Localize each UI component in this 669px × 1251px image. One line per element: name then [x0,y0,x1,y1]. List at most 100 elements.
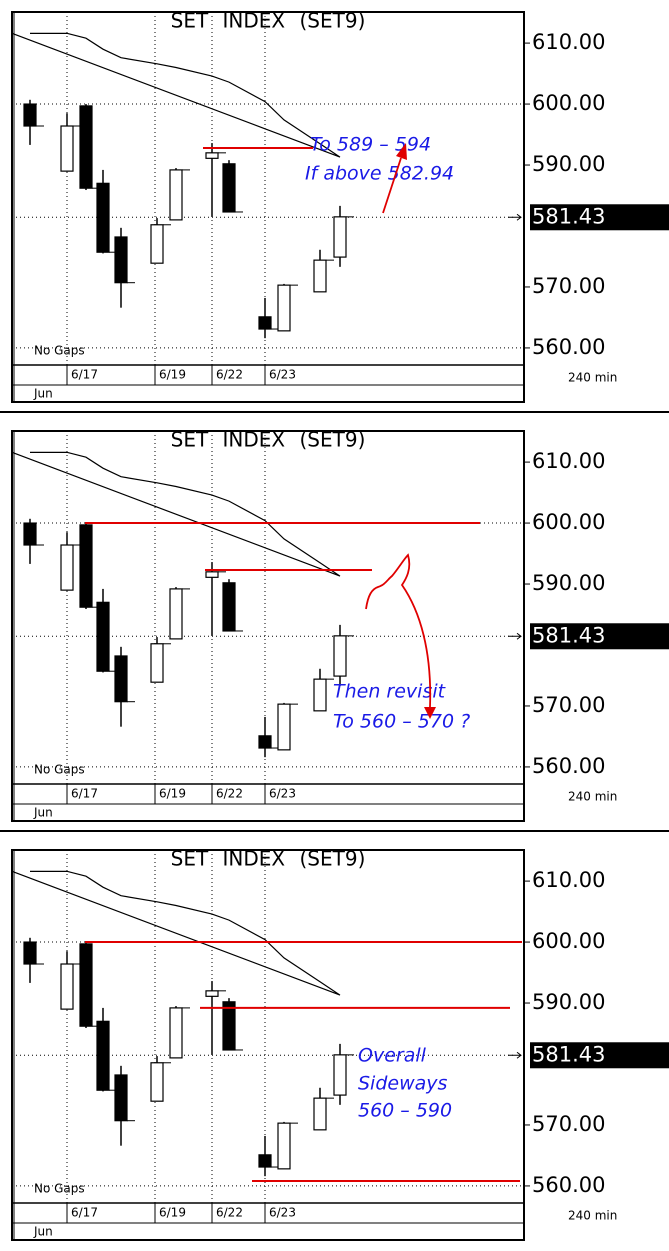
note-label: No Gaps [34,763,85,777]
annotation-arrowhead [424,707,436,719]
candle-body [222,582,236,632]
annotation-text: Overall [358,1045,427,1067]
candle-body [23,522,37,546]
candle-body [313,259,327,293]
moving-average [11,451,341,577]
annotation-text: To 560 – 570 ? [333,711,470,733]
y-tick-label: 560.00 [532,335,605,359]
x-tick-label: 6/17 [71,1206,98,1220]
candle-body [313,1097,327,1131]
y-tick-label: 590.00 [532,152,605,176]
candle-body [169,588,183,640]
month-label: Jun [33,387,53,401]
interval-label: 240 min [568,1209,617,1223]
interval-label: 240 min [568,371,617,385]
candle-body [79,105,93,189]
candle-body [79,943,93,1027]
annotation-arrow [382,157,402,214]
candle-body [169,1007,183,1059]
x-tick-label: 6/17 [71,368,98,382]
candle-body [114,655,128,703]
last-price-label: 581.43 [532,204,605,228]
candle-body [333,635,347,677]
x-tick-label: 6/23 [269,1206,296,1220]
y-tick-label: 600.00 [532,929,605,953]
plot-frame [11,849,525,1241]
candle-body [23,941,37,965]
month-label: Jun [33,1225,53,1239]
candle-body [96,1020,110,1091]
chart-panel: 6/17 6/19 6/22 6/23 Jun No Gaps SET INDEX (SET… [11,847,669,1241]
candle-body [333,216,347,258]
annotation-text: To 589 – 594 [310,134,431,156]
last-price-label: 581.43 [532,623,605,647]
annotation-text: If above 582.94 [305,163,454,185]
last-price-arrow [508,213,522,221]
candle-body [258,1154,272,1168]
candle-body [96,182,110,253]
y-tick-label: 610.00 [532,30,605,54]
candle-body [114,1074,128,1122]
candle-body [114,236,128,284]
last-price-arrow [508,1051,522,1059]
x-tick-label: 6/17 [71,787,98,801]
candle-body [150,643,164,683]
candle-body [150,1062,164,1102]
y-tick-label: 570.00 [532,693,605,717]
annotation-text: Sideways [358,1073,448,1095]
y-tick-label: 570.00 [532,274,605,298]
candle-body [60,125,74,172]
y-tick-label: 600.00 [532,510,605,534]
candle-body [205,990,219,997]
candle-body [60,963,74,1010]
y-tick-label: 590.00 [532,571,605,595]
candle-body [60,544,74,591]
note-label: No Gaps [34,1182,85,1196]
y-tick-label: 560.00 [532,1173,605,1197]
last-price-label: 581.43 [532,1042,605,1066]
annotation-text: Then revisit [333,681,447,703]
annotation-arrow [365,553,432,708]
y-tick-label: 590.00 [532,990,605,1014]
candle-body [222,1001,236,1051]
interval-label: 240 min [568,790,617,804]
candle-body [23,103,37,127]
y-tick-label: 570.00 [532,1112,605,1136]
x-tick-label: 6/23 [269,368,296,382]
moving-average [11,870,341,996]
last-price-box [530,204,669,231]
annotation-text: 560 – 590 [358,1100,452,1122]
candle-body [79,524,93,608]
last-price-box [530,1042,669,1069]
candle-body [258,316,272,330]
chart-title: SET INDEX (SET9) [171,428,366,452]
candle-body [222,163,236,213]
y-tick-label: 600.00 [532,91,605,115]
candle-body [205,571,219,578]
candle-body [258,735,272,749]
chart-panel: 6/17 6/19 6/22 6/23 Jun No Gaps SET INDEX (SET… [11,428,669,822]
chart-title: SET INDEX (SET9) [171,847,366,871]
last-price-box [530,623,669,650]
chart-panel: 6/17 6/19 6/22 6/23 Jun No Gaps SET INDEX (SET… [11,9,669,403]
candle-body [313,678,327,712]
x-tick-label: 6/19 [159,787,186,801]
y-tick-label: 610.00 [532,868,605,892]
x-tick-label: 6/22 [216,1206,243,1220]
candle-body [277,703,291,751]
x-tick-label: 6/19 [159,1206,186,1220]
plot-frame [11,11,525,403]
candle-body [277,284,291,332]
chart-title: SET INDEX (SET9) [171,9,366,33]
x-tick-label: 6/22 [216,368,243,382]
y-tick-label: 560.00 [532,754,605,778]
candle-body [169,169,183,221]
moving-average [11,32,341,158]
plot-frame [11,430,525,822]
candle-body [205,152,219,159]
candle-body [150,224,164,264]
candle-body [96,601,110,672]
candle-body [277,1122,291,1170]
x-tick-label: 6/23 [269,787,296,801]
